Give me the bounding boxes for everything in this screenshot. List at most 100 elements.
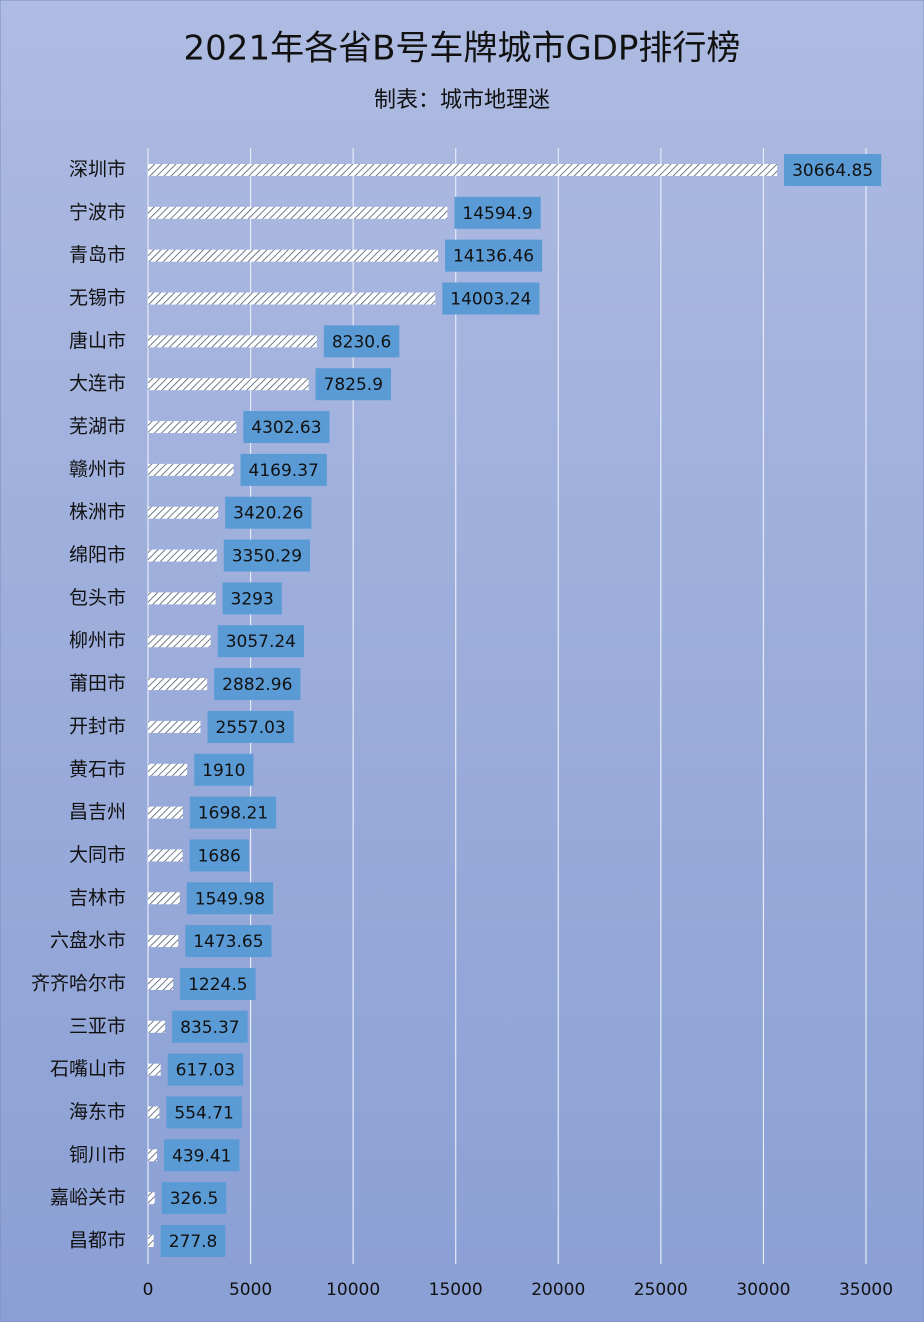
value-label-box <box>784 154 882 186</box>
y-tick-label: 三亚市 <box>69 1015 126 1037</box>
bar <box>148 1106 160 1119</box>
bar <box>148 1020 166 1033</box>
bar <box>148 763 188 776</box>
value-label: 8230.6 <box>332 332 391 352</box>
y-tick-label: 齐齐哈尔市 <box>31 972 126 994</box>
value-label: 2882.96 <box>222 675 292 695</box>
y-tick-label: 嘉峪关市 <box>50 1187 126 1209</box>
value-label-box <box>180 967 256 1000</box>
value-label: 4302.63 <box>251 418 321 438</box>
value-label: 835.37 <box>180 1018 239 1038</box>
y-tick-label: 吉林市 <box>69 887 126 909</box>
bar <box>148 1149 158 1162</box>
x-tick-label: 5000 <box>229 1280 272 1300</box>
value-label: 1473.65 <box>193 932 263 952</box>
y-tick-label: 六盘水市 <box>50 930 126 952</box>
value-label: 326.5 <box>170 1189 219 1209</box>
x-tick-label: 15000 <box>429 1280 483 1300</box>
y-tick-label: 铜川市 <box>69 1144 126 1166</box>
value-label-box <box>189 796 277 829</box>
value-label-box <box>186 882 274 915</box>
bar <box>148 249 438 262</box>
y-tick-label: 开封市 <box>69 715 126 737</box>
value-label-box <box>189 839 249 872</box>
bar <box>148 935 179 948</box>
value-label-box <box>214 668 301 701</box>
value-label: 4169.37 <box>249 461 319 481</box>
y-tick-label: 赣州市 <box>69 458 126 480</box>
value-label-box <box>172 1010 248 1043</box>
y-tick-label: 昌都市 <box>69 1230 126 1252</box>
value-label: 3057.24 <box>226 632 296 652</box>
y-tick-label: 包头市 <box>69 587 126 609</box>
bar <box>148 1063 161 1076</box>
value-label: 1224.5 <box>188 975 247 995</box>
bar <box>148 849 183 862</box>
y-tick-label: 莆田市 <box>69 673 126 695</box>
value-label-box <box>161 1182 227 1215</box>
bar <box>148 292 436 305</box>
y-tick-label: 芜湖市 <box>69 416 126 438</box>
bar <box>148 549 217 562</box>
value-label-box <box>444 239 543 272</box>
bar <box>148 1192 155 1205</box>
y-tick-label: 绵阳市 <box>69 544 126 566</box>
bar <box>148 592 216 605</box>
y-tick-label: 唐山市 <box>69 330 126 352</box>
y-tick-label: 柳州市 <box>69 630 126 652</box>
bar <box>148 806 183 819</box>
value-label-box <box>315 368 392 401</box>
value-label: 1549.98 <box>195 889 265 909</box>
y-tick-label: 黄石市 <box>69 758 126 780</box>
bar <box>148 164 778 176</box>
x-tick-label: 10000 <box>326 1280 380 1300</box>
value-label: 3420.26 <box>233 504 303 524</box>
value-label-box <box>223 539 311 572</box>
y-tick-label: 株洲市 <box>69 501 126 523</box>
y-tick-label: 宁波市 <box>69 201 126 223</box>
bar <box>148 892 180 905</box>
value-label: 1698.21 <box>198 804 268 824</box>
value-label: 617.03 <box>176 1061 235 1081</box>
y-tick-label: 昌吉州 <box>69 801 126 823</box>
bar <box>148 678 208 691</box>
chart-title: 2021年各省B号车牌城市GDP排行榜 <box>184 29 741 69</box>
value-label-box <box>167 1053 244 1086</box>
value-label: 1910 <box>202 761 245 781</box>
value-label: 439.41 <box>172 1146 231 1166</box>
y-tick-label: 深圳市 <box>69 159 126 181</box>
value-label-box <box>243 411 330 444</box>
y-tick-label: 大连市 <box>69 373 126 395</box>
y-tick-label: 大同市 <box>69 844 126 866</box>
bar <box>148 720 201 733</box>
x-tick-label: 30000 <box>736 1280 790 1300</box>
chart-subtitle: 制表：城市地理迷 <box>374 88 550 113</box>
value-label-box <box>194 753 254 786</box>
x-tick-label: 0 <box>143 1280 154 1300</box>
bar <box>148 421 237 434</box>
value-label: 277.8 <box>169 1232 218 1252</box>
value-label: 3350.29 <box>232 547 302 567</box>
value-label: 7825.9 <box>324 375 383 395</box>
bar <box>148 1235 154 1247</box>
value-label: 3293 <box>231 589 274 609</box>
value-label: 1686 <box>198 846 241 866</box>
value-label-box <box>225 496 312 529</box>
y-tick-label: 无锡市 <box>69 287 126 309</box>
value-label-box <box>323 325 400 358</box>
value-label: 14594.9 <box>462 204 532 224</box>
value-label-box <box>207 710 294 743</box>
bar <box>148 635 211 648</box>
value-label-box <box>222 582 282 615</box>
bar <box>148 463 234 476</box>
bar <box>148 206 448 219</box>
value-label-box <box>185 925 272 958</box>
value-label-box <box>217 625 305 658</box>
value-label-box <box>442 282 540 315</box>
value-label: 30664.85 <box>792 161 873 181</box>
value-label-box <box>240 453 327 486</box>
y-tick-label: 海东市 <box>69 1101 126 1123</box>
bar <box>148 378 309 391</box>
value-label-box <box>164 1139 240 1172</box>
